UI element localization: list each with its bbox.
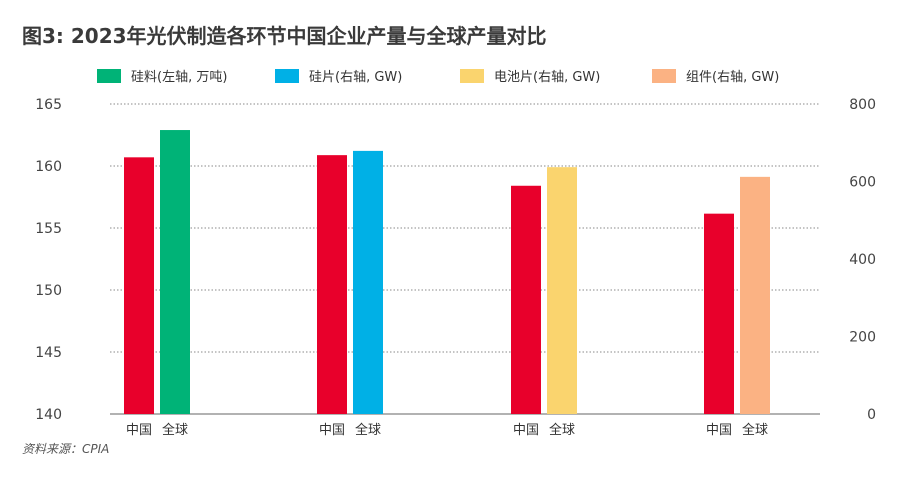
x-tick-label: 全球 — [742, 422, 768, 438]
x-tick-label: 全球 — [355, 422, 381, 438]
x-tick-label: 全球 — [162, 422, 188, 438]
left-axis-tick-label: 165 — [35, 97, 62, 113]
source-note: 资料来源：CPIA — [22, 442, 110, 456]
bar-china — [511, 185, 541, 414]
right-axis-tick-label: 800 — [849, 97, 876, 113]
right-axis-tick-label: 600 — [849, 175, 876, 191]
legend-label: 电池片(右轴, GW) — [494, 70, 600, 85]
left-axis-tick-label: 155 — [35, 221, 62, 237]
left-axis-tick-label: 160 — [35, 159, 62, 175]
legend-label: 硅料(左轴, 万吨) — [131, 70, 227, 85]
x-tick-label: 中国 — [513, 423, 539, 438]
x-tick-label: 中国 — [706, 423, 732, 438]
legend-swatch — [97, 69, 121, 83]
right-axis-tick-label: 0 — [867, 407, 876, 423]
left-axis-tick-label: 150 — [35, 283, 62, 299]
left-axis-tick-label: 145 — [35, 345, 62, 361]
x-tick-label: 中国 — [126, 423, 152, 438]
legend-label: 硅片(右轴, GW) — [309, 70, 402, 85]
bar-china — [704, 213, 734, 414]
right-axis-tick-label: 400 — [849, 252, 876, 268]
legend-label: 组件(右轴, GW) — [686, 70, 779, 85]
bar-china — [124, 157, 154, 414]
chart-title: 图3: 2023年光伏制造各环节中国企业产量与全球产量对比 — [22, 24, 547, 48]
bar-global — [740, 176, 770, 414]
legend-swatch — [275, 69, 299, 83]
legend-swatch — [460, 69, 484, 83]
legend-swatch — [652, 69, 676, 83]
right-axis-tick-label: 200 — [849, 330, 876, 346]
left-axis-tick-label: 140 — [35, 407, 62, 423]
bar-global — [547, 167, 577, 414]
x-tick-label: 全球 — [549, 422, 575, 438]
bar-global — [160, 130, 190, 415]
bar-china — [317, 155, 347, 414]
bar-global — [353, 150, 383, 414]
x-tick-label: 中国 — [319, 423, 345, 438]
